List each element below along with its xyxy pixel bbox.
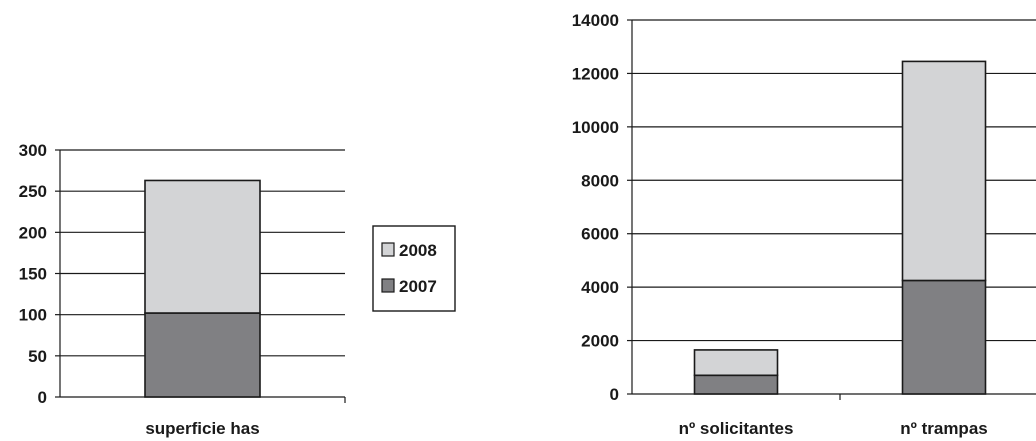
- legend: 2008 2007: [372, 225, 456, 312]
- legend-label-2007: 2007: [399, 277, 437, 296]
- y-tick-label: 4000: [581, 278, 619, 297]
- y-tick-label: 150: [19, 265, 47, 284]
- y-tick-label: 0: [38, 388, 47, 407]
- y-tick-label: 8000: [581, 171, 619, 190]
- category-label-nn-solicitantes: nº solicitantes: [679, 419, 794, 438]
- y-tick-label: 200: [19, 223, 47, 242]
- y-tick-label: 250: [19, 182, 47, 201]
- y-tick-label: 10000: [572, 118, 619, 137]
- bar-nn-solicitantes-2008: [693, 349, 779, 377]
- legend-label-2008: 2008: [399, 241, 437, 260]
- bar-superficie-has-2008: [144, 179, 261, 314]
- y-tick-label: 100: [19, 306, 47, 325]
- category-label-nn-trampas: nº trampas: [900, 419, 987, 438]
- legend-swatch-2008: [381, 242, 395, 257]
- legend-box: [372, 225, 456, 312]
- y-tick-label: 14000: [572, 11, 619, 30]
- y-tick-label: 50: [28, 347, 47, 366]
- y-tick-label: 300: [19, 141, 47, 160]
- bar-superficie-has-2007: [144, 312, 261, 398]
- chart-superficie: 0 50 100 150 200 250 300 superficie has: [19, 141, 346, 438]
- bar-nn-trampas-2008: [901, 60, 987, 282]
- y-tick-label: 0: [610, 385, 619, 404]
- bar-nn-trampas-2007: [901, 279, 987, 395]
- y-tick-label: 2000: [581, 332, 619, 351]
- chart-solicitantes-trampas: 0 2000 4000 6000 8000 10000 12000 14000 nº solic…: [572, 11, 1036, 438]
- y-tick-label: 12000: [572, 64, 619, 83]
- bar-nn-solicitantes-2007: [693, 374, 779, 395]
- category-label-superficie-has: superficie has: [145, 419, 259, 438]
- legend-swatch-2007: [381, 278, 395, 293]
- y-tick-label: 6000: [581, 225, 619, 244]
